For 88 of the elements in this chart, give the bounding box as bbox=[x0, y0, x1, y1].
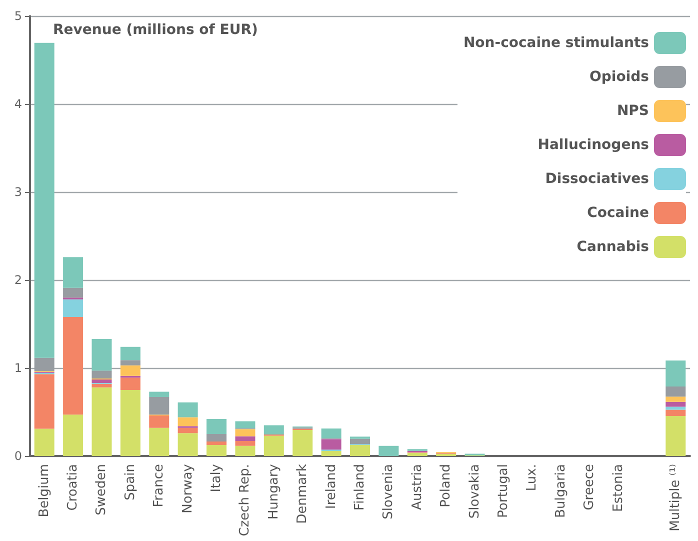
y-tick-label: 2 bbox=[14, 273, 22, 287]
bar bbox=[34, 428, 54, 456]
bar bbox=[378, 446, 399, 456]
bar bbox=[63, 316, 84, 415]
legend-label: Dissociatives bbox=[545, 171, 649, 187]
legend-label: Hallucinogens bbox=[538, 137, 649, 153]
bar bbox=[178, 428, 198, 434]
legend-label: Cannabis bbox=[576, 239, 649, 255]
bar bbox=[149, 397, 170, 415]
bar bbox=[120, 378, 140, 390]
legend-label: NPS bbox=[616, 103, 649, 119]
bar bbox=[63, 288, 84, 298]
bar bbox=[92, 387, 112, 456]
y-tick-label: 5 bbox=[14, 9, 22, 23]
x-tick-label: Spain bbox=[122, 464, 138, 500]
bar bbox=[321, 450, 342, 456]
bar bbox=[235, 429, 256, 436]
bar bbox=[92, 384, 112, 388]
bar bbox=[206, 434, 227, 442]
legend-label: Opioids bbox=[590, 69, 649, 85]
bar bbox=[34, 374, 54, 429]
bar bbox=[666, 410, 686, 416]
bar bbox=[235, 436, 256, 442]
bar bbox=[666, 406, 686, 410]
bar bbox=[350, 438, 370, 444]
bar bbox=[292, 430, 313, 456]
bar bbox=[666, 360, 686, 386]
bar bbox=[666, 416, 686, 456]
x-tick-label: Lux. bbox=[524, 464, 540, 492]
x-tick-label: Finland bbox=[352, 464, 368, 510]
bar bbox=[235, 421, 256, 428]
x-tick-label: Hungary bbox=[266, 464, 282, 520]
x-tick-label: Poland bbox=[438, 464, 454, 508]
bar bbox=[178, 417, 198, 426]
x-tick-label: Denmark bbox=[295, 464, 310, 524]
bar bbox=[206, 445, 227, 456]
bar bbox=[34, 42, 54, 358]
bar bbox=[206, 441, 227, 445]
bar bbox=[264, 425, 284, 434]
x-tick-label: France bbox=[152, 464, 167, 508]
y-tick-label: 0 bbox=[14, 449, 22, 463]
bar bbox=[149, 392, 170, 398]
x-tick-label: Bulgaria bbox=[553, 464, 568, 518]
bar bbox=[666, 396, 686, 402]
bar bbox=[178, 433, 198, 456]
x-tick-label: Italy bbox=[209, 464, 224, 492]
bar bbox=[235, 446, 256, 456]
x-tick-label: Slovakia bbox=[467, 464, 482, 519]
bar bbox=[321, 428, 342, 438]
bar bbox=[92, 370, 112, 379]
x-tick-label: Belgium bbox=[36, 464, 52, 518]
bar bbox=[63, 299, 84, 317]
bar bbox=[92, 338, 112, 371]
bar bbox=[120, 346, 140, 360]
bar bbox=[350, 445, 370, 456]
x-tick-label: Austria bbox=[410, 464, 425, 510]
y-tick-label: 4 bbox=[14, 97, 22, 111]
x-tick-label: Croatia bbox=[66, 464, 81, 511]
bar bbox=[206, 419, 227, 434]
bar bbox=[666, 386, 686, 397]
bar bbox=[321, 439, 342, 450]
bar bbox=[666, 402, 686, 407]
bar bbox=[149, 428, 170, 456]
x-tick-label: Ireland bbox=[324, 464, 339, 509]
x-tick-label: Estonia bbox=[610, 464, 626, 512]
x-tick-label: Greece bbox=[582, 464, 598, 510]
y-axis-title: Revenue (millions of EUR) bbox=[53, 22, 258, 38]
legend-label: Non-cocaine stimulants bbox=[463, 35, 649, 51]
bar bbox=[235, 441, 256, 446]
x-tick-label: Sweden bbox=[94, 464, 110, 516]
x-tick-label: Norway bbox=[180, 464, 196, 514]
bar bbox=[63, 257, 84, 288]
y-tick-label: 3 bbox=[14, 185, 22, 199]
x-tick-label: Multiple ⁽¹⁾ bbox=[668, 464, 684, 532]
bar bbox=[63, 414, 84, 456]
bar bbox=[149, 416, 170, 428]
bar bbox=[120, 390, 140, 456]
x-tick-label: Slovenia bbox=[381, 464, 396, 520]
bar bbox=[92, 379, 112, 383]
bar bbox=[407, 452, 428, 456]
bar bbox=[264, 436, 284, 456]
bar bbox=[120, 365, 140, 376]
bar bbox=[178, 402, 198, 418]
x-tick-label: Portugal bbox=[496, 464, 511, 518]
legend-label: Cocaine bbox=[587, 205, 649, 221]
x-tick-label: Czech Rep. bbox=[238, 464, 253, 536]
y-tick-label: 1 bbox=[14, 361, 22, 375]
bar bbox=[120, 360, 140, 366]
